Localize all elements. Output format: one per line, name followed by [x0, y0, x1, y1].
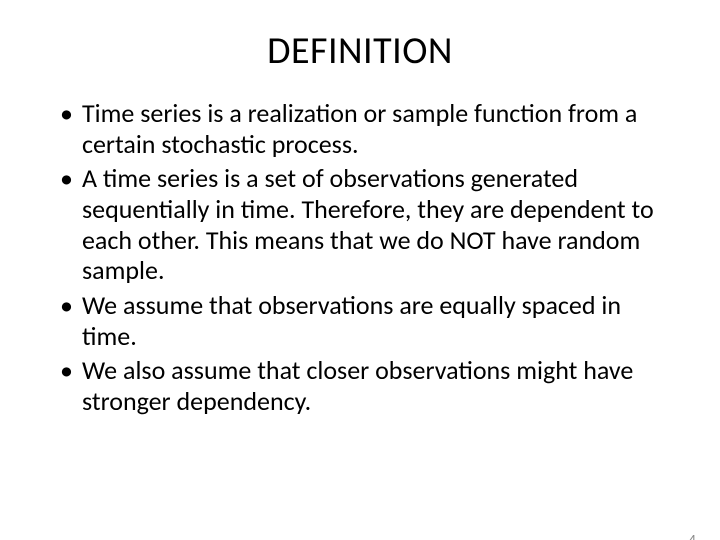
- bullet-item: We also assume that closer observations …: [56, 355, 664, 416]
- bullet-list: Time series is a realization or sample f…: [56, 98, 664, 417]
- bullet-item: Time series is a realization or sample f…: [56, 98, 664, 159]
- slide: DEFINITION Time series is a realization …: [0, 28, 720, 540]
- slide-title: DEFINITION: [0, 28, 720, 74]
- bullet-item: A time series is a set of observations g…: [56, 163, 664, 286]
- page-number: 4: [688, 532, 696, 540]
- slide-body: Time series is a realization or sample f…: [0, 98, 720, 417]
- bullet-item: We assume that observations are equally …: [56, 290, 664, 351]
